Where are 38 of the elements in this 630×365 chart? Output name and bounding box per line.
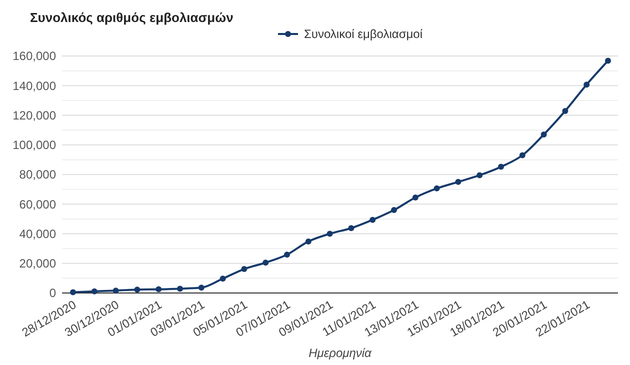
point	[498, 164, 504, 170]
point	[305, 238, 312, 244]
point	[156, 286, 162, 292]
y-tick-label: 40,000	[19, 226, 56, 241]
chart-title: Συνολικός αριθμός εμβολιασμών	[30, 10, 234, 25]
point	[412, 194, 418, 200]
point	[220, 276, 226, 282]
point	[198, 284, 204, 291]
y-tick-label: 80,000	[19, 168, 56, 182]
x-axis-title: Ημερομηνία	[308, 346, 373, 360]
point	[262, 260, 269, 266]
point	[326, 230, 333, 237]
point	[584, 82, 590, 88]
point	[70, 289, 76, 296]
point	[605, 58, 611, 64]
point	[177, 286, 183, 292]
y-tick-label: 20,000	[19, 256, 56, 271]
point	[391, 207, 397, 214]
y-tick-label: 0	[49, 286, 56, 300]
y-tick-label: 160,000	[12, 49, 56, 64]
point	[91, 288, 98, 294]
point	[540, 132, 547, 138]
point	[284, 252, 290, 258]
point	[476, 172, 483, 178]
point	[112, 288, 119, 294]
point	[241, 266, 248, 272]
point	[134, 286, 140, 293]
legend-label: Συνολικοί εμβολιασμοί	[304, 27, 423, 42]
y-tick-label: 100,000	[12, 138, 56, 152]
y-tick-label: 60,000	[19, 197, 56, 212]
point	[348, 225, 354, 232]
point	[434, 185, 440, 192]
y-tick-label: 140,000	[12, 78, 56, 93]
y-tick-label: 120,000	[12, 108, 56, 122]
point	[455, 178, 462, 185]
point	[562, 108, 568, 114]
point	[370, 216, 376, 223]
point	[519, 152, 526, 158]
